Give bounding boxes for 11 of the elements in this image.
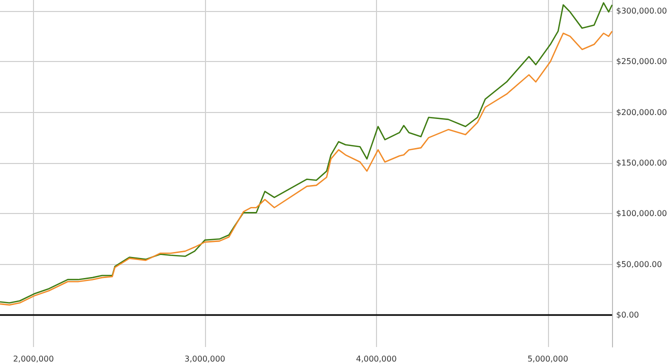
x-tick-label: 5,000,000 (527, 354, 568, 363)
y-tick-label: $150,000.00 (616, 158, 668, 168)
x-tick-label: 4,000,000 (356, 354, 397, 363)
y-tick-label: $200,000.00 (616, 108, 668, 117)
x-tick-label: 2,000,000 (13, 354, 54, 363)
y-tick-label: $0.00 (616, 310, 640, 320)
y-tick-label: $50,000.00 (616, 260, 662, 269)
x-tick-label: 3,000,000 (184, 354, 226, 363)
y-tick-label: $250,000.00 (616, 57, 668, 66)
y-tick-label: $100,000.00 (616, 209, 668, 218)
y-tick-label: $300,000.00 (616, 6, 668, 16)
